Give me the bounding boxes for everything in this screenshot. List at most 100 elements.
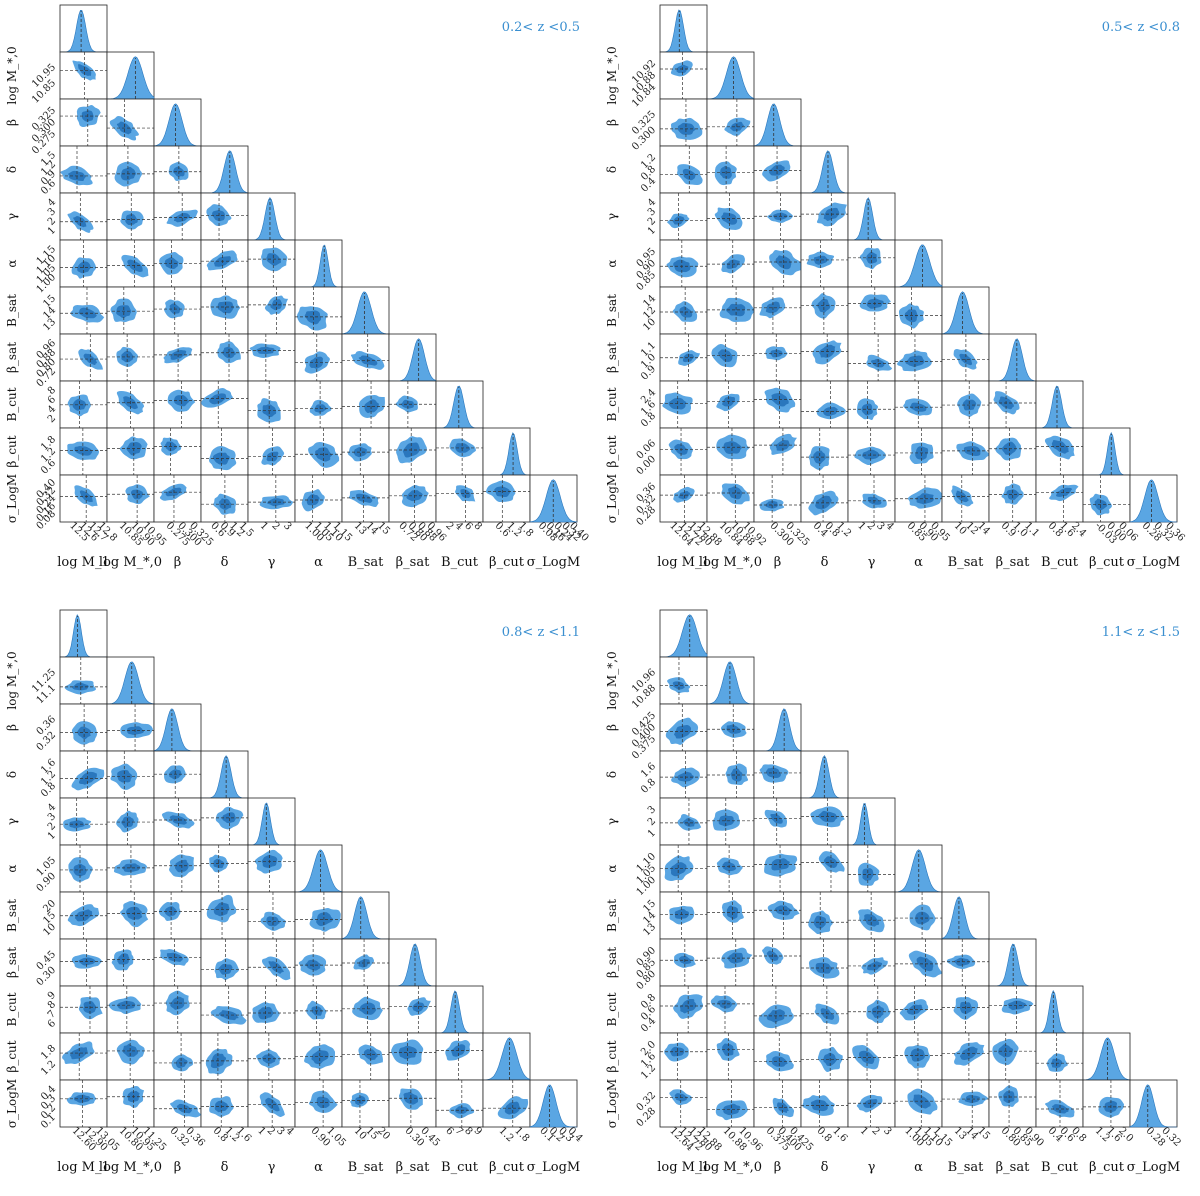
- contour-panel: [106, 1032, 155, 1081]
- contour-68: [265, 1097, 280, 1112]
- y-axis-label-b-cut: B_cut: [5, 992, 19, 1026]
- contour-panel: [659, 703, 708, 752]
- histogram-panel: [388, 333, 437, 382]
- x-axis-label-b-sat: B_sat: [948, 555, 984, 570]
- contour-panel: [482, 474, 531, 523]
- contour-68: [170, 996, 185, 1010]
- y-axis-label-b-sat: B_sat: [605, 294, 619, 327]
- contour-panel: [659, 656, 708, 705]
- marginal-density: [706, 661, 755, 705]
- redshift-bin-title: 0.2< z <0.5: [502, 20, 580, 35]
- contour-panel: [753, 1032, 802, 1081]
- contour-panel: [753, 938, 802, 987]
- x-axis-label-: β: [774, 555, 782, 570]
- contour-68: [222, 346, 236, 359]
- x-axis-label-: γ: [868, 1160, 876, 1175]
- contour-68: [1055, 487, 1073, 497]
- contour-panel: [106, 985, 155, 1034]
- histogram-panel: [106, 51, 155, 100]
- x-axis-label-sat: β_sat: [396, 1160, 430, 1175]
- contour-68: [774, 905, 792, 916]
- y-axis-label-b-cut: B_cut: [5, 387, 19, 421]
- contour-panel: [106, 145, 155, 194]
- contour-panel: [800, 286, 849, 335]
- contour-panel: [153, 750, 202, 799]
- marginal-density: [1082, 1037, 1131, 1081]
- histogram-panel: [435, 985, 484, 1034]
- y-axis-label-: γ: [5, 213, 19, 220]
- contour-68: [173, 212, 191, 223]
- x-axis-label-log-m-0: log M_*,0: [699, 555, 762, 570]
- contour-68: [959, 1001, 973, 1015]
- contour-panel: [706, 192, 755, 241]
- contour-68: [117, 953, 130, 965]
- y-axis-label-: α: [605, 864, 619, 872]
- contour-68: [222, 812, 236, 824]
- contour-panel: [153, 844, 202, 893]
- contour-panel: [753, 145, 802, 194]
- contour-68: [165, 487, 182, 497]
- y-axis-label-log-m-0: log M_*,0: [605, 651, 619, 709]
- x-axis-label-log-m-0: log M_*,0: [99, 555, 162, 570]
- contour-68: [861, 403, 873, 416]
- contour-68: [723, 1103, 741, 1116]
- contour-panel: [706, 1079, 755, 1128]
- y-tick-label: 1: [646, 828, 658, 840]
- contour-panel: [106, 1079, 155, 1128]
- histogram-panel: [1035, 985, 1084, 1034]
- x-axis-label-b-cut: B_cut: [441, 555, 479, 570]
- contour-panel: [894, 333, 943, 382]
- contour-68: [815, 962, 833, 974]
- x-tick-label: 0.8: [815, 1125, 834, 1144]
- contour-panel: [59, 427, 108, 476]
- contour-panel: [59, 51, 108, 100]
- contour-panel: [341, 1032, 390, 1081]
- contour-68: [311, 1050, 329, 1065]
- histogram-panel: [294, 844, 343, 893]
- y-axis-label-: α: [605, 259, 619, 267]
- histogram-panel: [106, 656, 155, 705]
- contour-panel: [847, 474, 896, 523]
- contour-panel: [988, 985, 1037, 1034]
- y-tick-label: 0.8: [639, 992, 658, 1011]
- y-tick-label: 4: [646, 197, 658, 209]
- contour-panel: [706, 797, 755, 846]
- histogram-panel: [1035, 380, 1084, 429]
- contour-panel: [800, 891, 849, 940]
- contour-panel: [894, 938, 943, 987]
- x-axis-label-: δ: [221, 555, 229, 570]
- contour-panel: [706, 286, 756, 335]
- contour-68: [682, 168, 696, 181]
- panel-frame: [753, 474, 802, 523]
- x-tick-label: 20: [375, 1125, 392, 1142]
- contour-68: [116, 305, 132, 319]
- y-axis-label-cut: β_cut: [605, 435, 619, 467]
- contour-panel: [800, 333, 849, 382]
- contour-68: [401, 399, 414, 409]
- contour-panel: [294, 938, 343, 987]
- y-axis-label-b-cut: B_cut: [605, 992, 619, 1026]
- marginal-density: [894, 244, 943, 288]
- histogram-panel: [482, 427, 531, 476]
- contour-68: [353, 446, 367, 458]
- x-axis-label-: β: [174, 1160, 182, 1175]
- contour-panel: [800, 474, 849, 523]
- panel-frame: [247, 333, 296, 382]
- histogram-panel: [59, 4, 108, 53]
- x-axis-label-logm: σ_LogM: [527, 1160, 580, 1175]
- contour-panel: [153, 145, 202, 194]
- histogram-panel: [894, 239, 943, 288]
- contour-panel: [1035, 474, 1084, 523]
- contour-panel: [894, 427, 943, 476]
- x-axis-label-sat: β_sat: [996, 555, 1030, 570]
- x-axis-label-log-m-1: log M_1: [57, 555, 110, 570]
- y-axis-label-logm: σ_LogM: [605, 1079, 619, 1128]
- marginal-density: [153, 103, 202, 147]
- contour-panel: [659, 1079, 708, 1128]
- contour-68: [72, 398, 87, 411]
- contour-panel: [1035, 1032, 1084, 1081]
- contour-68: [870, 359, 885, 368]
- contour-panel: [247, 985, 296, 1034]
- x-axis-label-cut: β_cut: [489, 555, 525, 570]
